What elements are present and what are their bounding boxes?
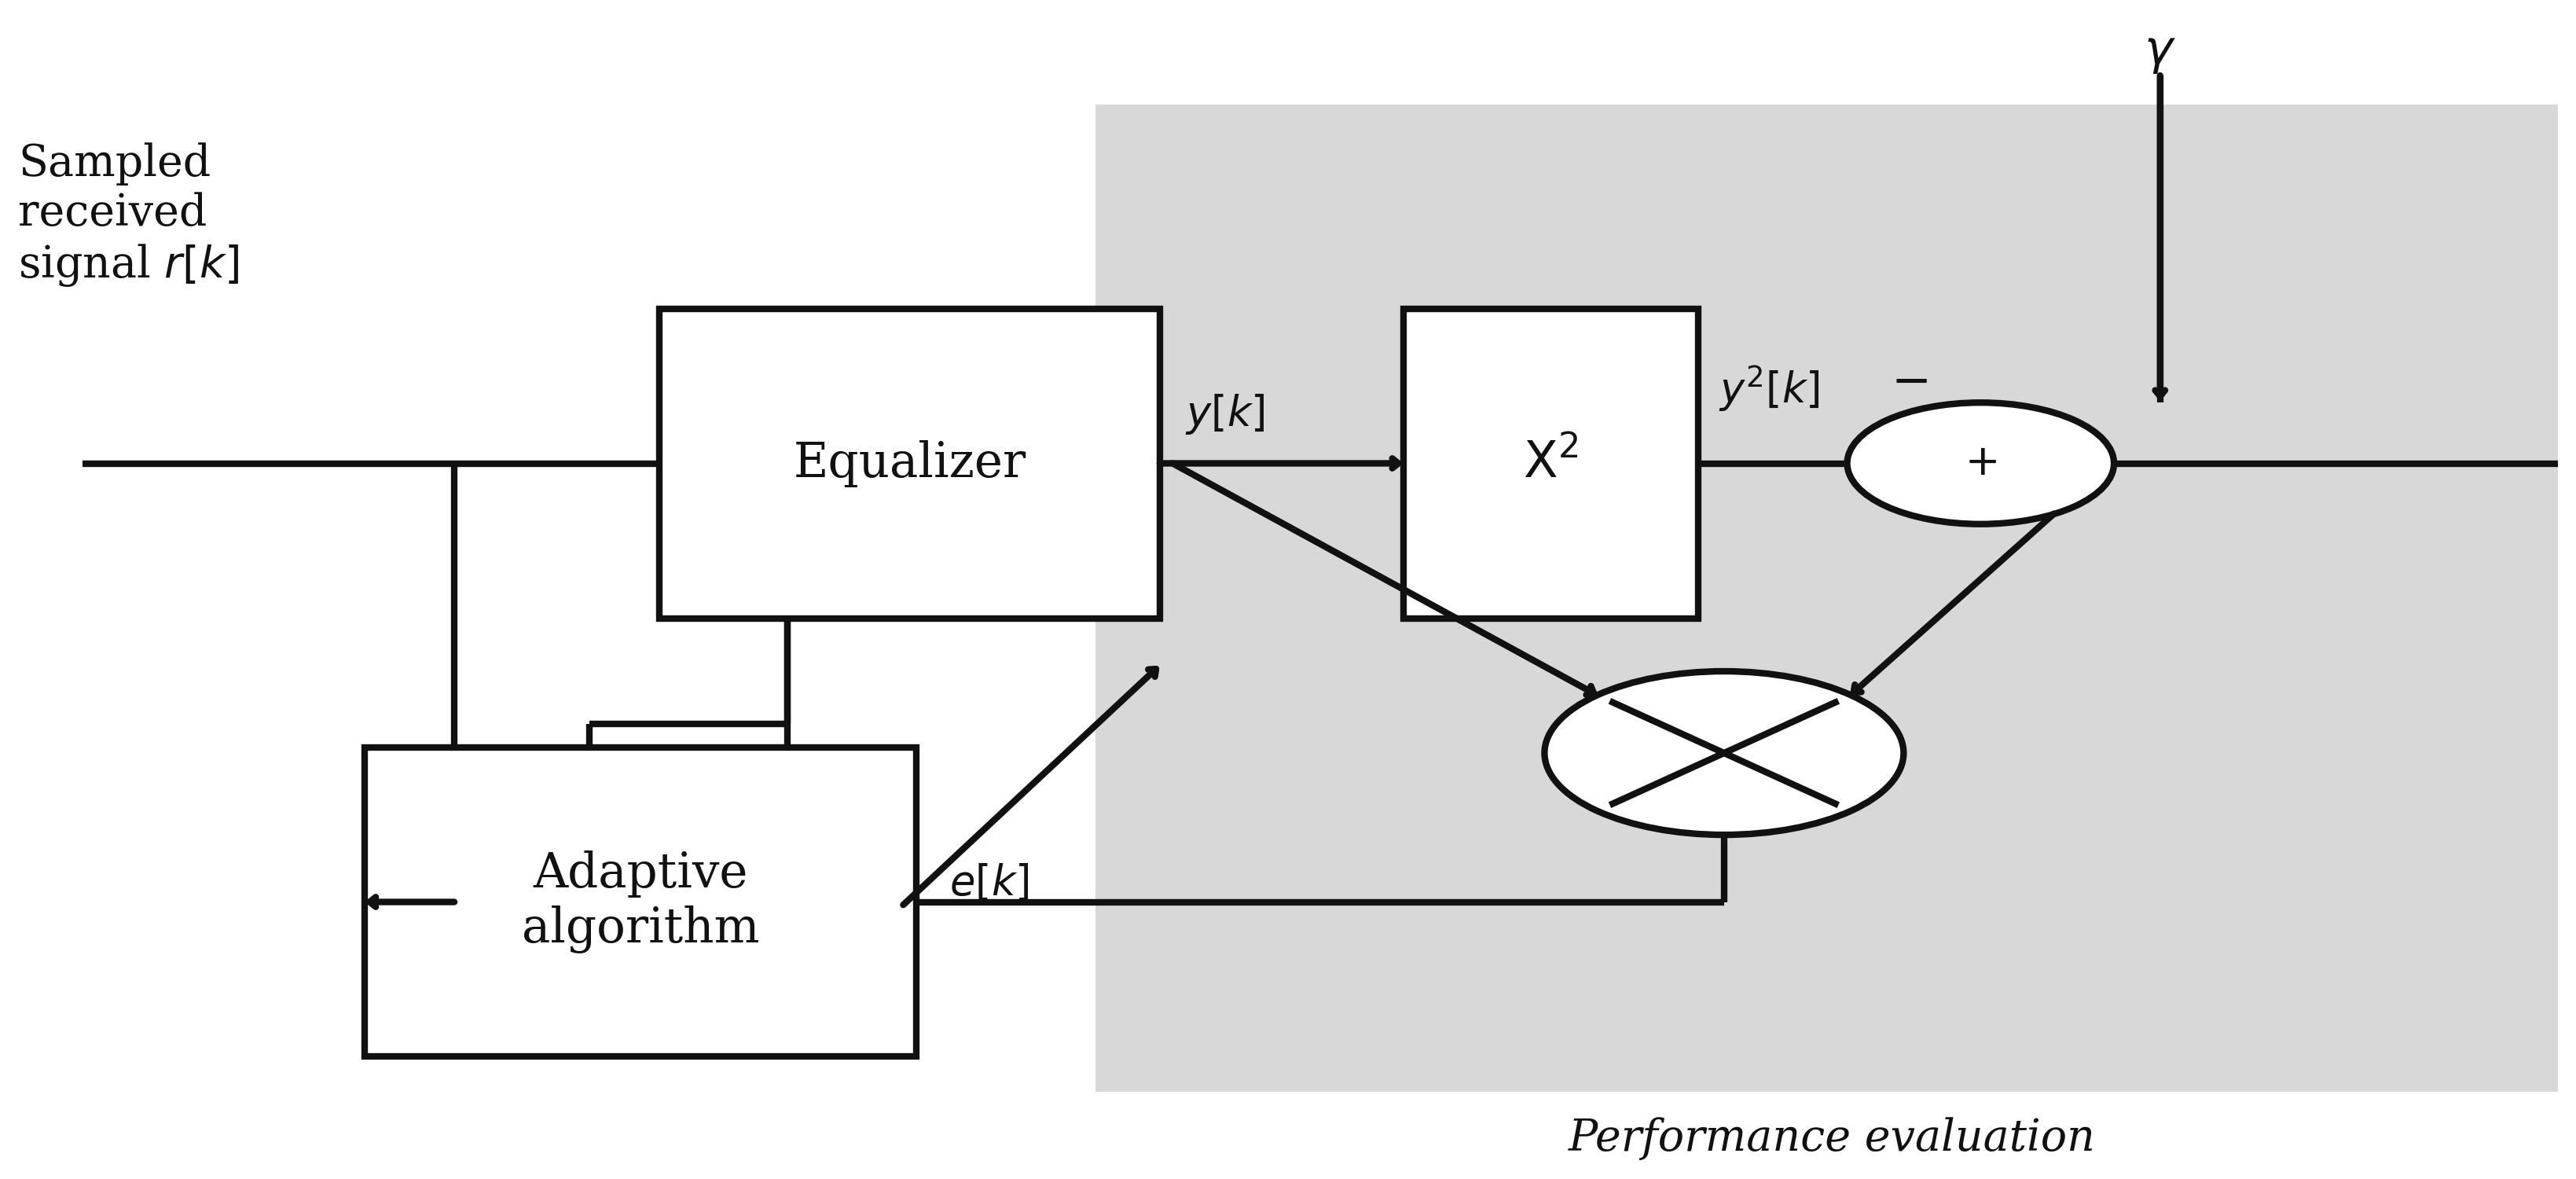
Text: $y^2[k]$: $y^2[k]$ <box>1718 363 1821 414</box>
Text: $\mathrm{X}^2$: $\mathrm{X}^2$ <box>1522 440 1579 488</box>
Bar <box>366 747 917 1056</box>
Text: Sampled
received
signal $r[k]$: Sampled received signal $r[k]$ <box>18 143 240 289</box>
Circle shape <box>1546 671 1904 835</box>
Text: $+$: $+$ <box>1965 443 1996 483</box>
Text: Equalizer: Equalizer <box>793 441 1025 487</box>
Bar <box>659 309 1159 619</box>
Text: Performance evaluation: Performance evaluation <box>1569 1117 2094 1160</box>
Text: $y[k]$: $y[k]$ <box>1185 393 1265 436</box>
Text: $+$: $+$ <box>1965 443 1996 483</box>
Text: $-$: $-$ <box>1891 358 1927 406</box>
Circle shape <box>1847 402 2115 525</box>
Bar <box>1095 105 2558 1092</box>
Bar <box>1404 309 1698 619</box>
Text: Adaptive
algorithm: Adaptive algorithm <box>520 851 760 953</box>
Text: $\gamma$: $\gamma$ <box>2143 28 2177 75</box>
Text: $e[k]$: $e[k]$ <box>951 864 1030 904</box>
